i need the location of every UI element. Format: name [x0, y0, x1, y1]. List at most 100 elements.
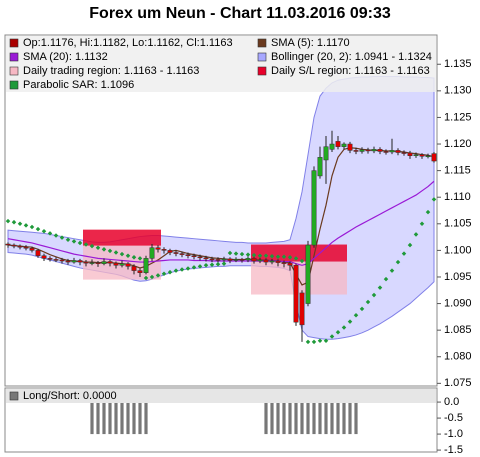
sar-dot — [353, 313, 359, 318]
candle-body — [11, 244, 17, 247]
y-tick-label: 1.080 — [444, 351, 472, 363]
legend-label: Long/Short: 0.0000 — [23, 390, 117, 402]
bar — [126, 402, 130, 435]
sar-dot — [203, 263, 209, 268]
bar — [312, 402, 316, 435]
legend-label: SMA (5): 1.1170 — [271, 37, 350, 49]
bar — [306, 402, 310, 435]
candle-body — [251, 258, 257, 262]
y-tick-label: -0.5 — [444, 412, 463, 424]
y-tick-label: 1.135 — [444, 58, 472, 70]
sar-dot — [221, 261, 227, 266]
candle-body — [155, 247, 161, 250]
sar-dot — [311, 339, 317, 345]
candle-body — [77, 260, 83, 263]
trading-region — [251, 261, 347, 295]
y-tick-label: 1.115 — [444, 165, 471, 177]
candle-body — [221, 258, 227, 261]
sar-dot — [137, 256, 143, 261]
candle-body — [125, 263, 131, 267]
main-plot-area — [4, 34, 438, 387]
candle-body — [197, 256, 203, 259]
candle-body — [419, 154, 425, 157]
y-tick-label: 1.120 — [444, 138, 472, 150]
chart-title: Forex um Neun - Chart 11.03.2016 09:33 — [89, 5, 391, 22]
sar-dot — [377, 285, 383, 290]
candle-body — [203, 257, 209, 260]
lower-panel: 0.0 -0.5 -1.0 -1.5 Long/Short: 0.0000 — [6, 389, 463, 456]
legend-swatch — [9, 38, 19, 48]
y-tick-label: 1.100 — [444, 244, 472, 256]
y-tick-label: 1.130 — [444, 85, 472, 97]
bar — [114, 402, 118, 435]
sar-dot — [119, 251, 125, 257]
candle-body — [83, 261, 89, 264]
sar-dot — [83, 242, 89, 247]
legend-label: Op:1.1176, Hi:1.1182, Lo:1.1162, Cl:1.11… — [23, 37, 233, 49]
sar-dot — [65, 237, 71, 243]
sar-dot — [71, 239, 77, 244]
candle-body — [53, 259, 59, 261]
bar — [90, 402, 94, 435]
legend-swatch — [257, 52, 267, 62]
sar-dot — [371, 292, 377, 298]
legend-swatch — [9, 52, 19, 62]
candle-body — [335, 141, 341, 147]
sar-dot — [389, 268, 395, 273]
sar-dot — [323, 338, 329, 344]
candle-body — [227, 258, 233, 261]
y-tick-label: 1.125 — [444, 111, 472, 123]
candle-body — [377, 149, 383, 152]
candle-body — [215, 259, 221, 261]
sar-dot — [275, 254, 281, 260]
candle-body — [29, 248, 35, 251]
candle-body — [59, 259, 65, 262]
candle-body — [281, 262, 287, 264]
sar-dot — [167, 269, 173, 275]
candle-body — [23, 246, 29, 249]
y-tick-label: 1.090 — [444, 297, 472, 309]
candle-body — [113, 262, 119, 266]
candle-body — [5, 243, 11, 246]
candle-body — [257, 259, 263, 262]
legend-swatch — [9, 80, 19, 90]
candle-body — [239, 259, 245, 261]
sar-dot — [29, 224, 35, 230]
candle-body — [47, 258, 53, 260]
sar-dot — [281, 254, 287, 260]
sar-dot — [89, 243, 95, 249]
sar-dot — [401, 251, 407, 256]
bar — [348, 402, 352, 435]
bar — [264, 402, 268, 435]
sl-region — [251, 244, 347, 262]
sar-dot — [197, 264, 203, 269]
bar — [120, 402, 124, 435]
sar-dot — [383, 276, 389, 282]
candle-body — [365, 149, 371, 152]
candle-body — [71, 260, 77, 263]
legend-swatch — [257, 38, 267, 48]
candle-body — [299, 292, 305, 326]
bar — [108, 402, 112, 435]
bar — [96, 402, 100, 435]
bar — [144, 402, 148, 435]
sar-dot — [257, 253, 263, 258]
candle-body — [35, 250, 41, 256]
sma-line — [7, 180, 435, 266]
sar-dot — [269, 253, 275, 259]
candle-body — [137, 270, 143, 273]
legend-swatch — [9, 391, 19, 401]
sl-region — [83, 229, 161, 246]
candle-body — [107, 261, 113, 264]
bar — [282, 402, 286, 435]
sar-dot — [47, 231, 53, 236]
sar-dot — [185, 266, 191, 271]
legend-label: Daily trading region: 1.1163 - 1.1163 — [23, 65, 199, 77]
legend-swatch — [9, 66, 19, 76]
candle-body — [347, 143, 353, 151]
bar — [270, 402, 274, 435]
sar-dot — [35, 226, 41, 232]
candle-body — [131, 266, 137, 271]
legend-box — [6, 36, 436, 92]
